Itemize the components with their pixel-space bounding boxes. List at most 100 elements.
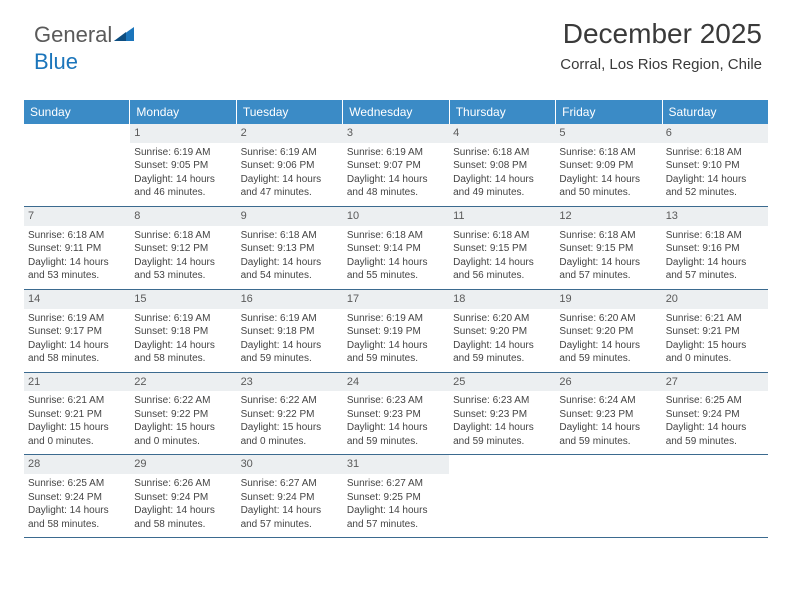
day-cell: 19Sunrise: 6:20 AMSunset: 9:20 PMDayligh… [555, 290, 661, 372]
daylight-text: Daylight: 14 hours and 59 minutes. [666, 421, 764, 448]
logo-text-general: General [34, 22, 112, 47]
day-cell: . [662, 455, 768, 537]
weekday-header: Saturday [663, 100, 768, 124]
day-number: 26 [555, 373, 661, 392]
week-row: 7Sunrise: 6:18 AMSunset: 9:11 PMDaylight… [24, 207, 768, 290]
day-cell: 13Sunrise: 6:18 AMSunset: 9:16 PMDayligh… [662, 207, 768, 289]
sunrise-text: Sunrise: 6:19 AM [347, 312, 445, 326]
day-cell: 25Sunrise: 6:23 AMSunset: 9:23 PMDayligh… [449, 373, 555, 455]
daylight-text: Daylight: 15 hours and 0 minutes. [134, 421, 232, 448]
day-number: 15 [130, 290, 236, 309]
day-number: 7 [24, 207, 130, 226]
day-number: 28 [24, 455, 130, 474]
day-cell: 11Sunrise: 6:18 AMSunset: 9:15 PMDayligh… [449, 207, 555, 289]
day-number: 30 [237, 455, 343, 474]
week-row: 21Sunrise: 6:21 AMSunset: 9:21 PMDayligh… [24, 373, 768, 456]
daylight-text: Daylight: 14 hours and 57 minutes. [666, 256, 764, 283]
day-cell: 12Sunrise: 6:18 AMSunset: 9:15 PMDayligh… [555, 207, 661, 289]
sunset-text: Sunset: 9:20 PM [559, 325, 657, 339]
sunrise-text: Sunrise: 6:22 AM [134, 394, 232, 408]
day-cell: 29Sunrise: 6:26 AMSunset: 9:24 PMDayligh… [130, 455, 236, 537]
weeks-container: .1Sunrise: 6:19 AMSunset: 9:05 PMDayligh… [24, 124, 768, 538]
sunset-text: Sunset: 9:16 PM [666, 242, 764, 256]
sunrise-text: Sunrise: 6:22 AM [241, 394, 339, 408]
sunset-text: Sunset: 9:25 PM [347, 491, 445, 505]
day-number: 22 [130, 373, 236, 392]
day-cell: 16 Sunrise: 6:19 AMSunset: 9:18 PMDayligh… [237, 290, 343, 372]
day-number: 11 [449, 207, 555, 226]
day-cell: 23Sunrise: 6:22 AMSunset: 9:22 PMDayligh… [237, 373, 343, 455]
day-cell: 14Sunrise: 6:19 AMSunset: 9:17 PMDayligh… [24, 290, 130, 372]
sunrise-text: Sunrise: 6:19 AM [134, 146, 232, 160]
sunset-text: Sunset: 9:12 PM [134, 242, 232, 256]
daylight-text: Daylight: 14 hours and 52 minutes. [666, 173, 764, 200]
calendar: SundayMondayTuesdayWednesdayThursdayFrid… [24, 100, 768, 538]
day-number: 16 [237, 290, 343, 309]
day-number: 24 [343, 373, 449, 392]
daylight-text: Daylight: 15 hours and 0 minutes. [28, 421, 126, 448]
sunset-text: Sunset: 9:09 PM [559, 159, 657, 173]
daylight-text: Daylight: 14 hours and 59 minutes. [453, 339, 551, 366]
sunset-text: Sunset: 9:24 PM [241, 491, 339, 505]
daylight-text: Daylight: 14 hours and 53 minutes. [134, 256, 232, 283]
day-cell: 18Sunrise: 6:20 AMSunset: 9:20 PMDayligh… [449, 290, 555, 372]
day-cell: 30Sunrise: 6:27 AMSunset: 9:24 PMDayligh… [237, 455, 343, 537]
sunset-text: Sunset: 9:05 PM [134, 159, 232, 173]
weekday-header: Tuesday [237, 100, 343, 124]
day-cell: . [449, 455, 555, 537]
sunset-text: Sunset: 9:07 PM [347, 159, 445, 173]
daylight-text: Daylight: 14 hours and 57 minutes. [241, 504, 339, 531]
sunrise-text: Sunrise: 6:25 AM [28, 477, 126, 491]
day-number: 8 [130, 207, 236, 226]
daylight-text: Daylight: 14 hours and 59 minutes. [559, 339, 657, 366]
sunrise-text: Sunrise: 6:24 AM [559, 394, 657, 408]
daylight-text: Daylight: 14 hours and 53 minutes. [28, 256, 126, 283]
sunset-text: Sunset: 9:11 PM [28, 242, 126, 256]
week-row: 14Sunrise: 6:19 AMSunset: 9:17 PMDayligh… [24, 290, 768, 373]
day-cell: 6Sunrise: 6:18 AMSunset: 9:10 PMDaylight… [662, 124, 768, 206]
day-cell: 17Sunrise: 6:19 AMSunset: 9:19 PMDayligh… [343, 290, 449, 372]
sunrise-text: Sunrise: 6:19 AM [347, 146, 445, 160]
sunrise-text: Sunrise: 6:18 AM [559, 229, 657, 243]
sunrise-text: Sunrise: 6:20 AM [453, 312, 551, 326]
daylight-text: Daylight: 14 hours and 57 minutes. [559, 256, 657, 283]
sunset-text: Sunset: 9:13 PM [241, 242, 339, 256]
day-cell: 26Sunrise: 6:24 AMSunset: 9:23 PMDayligh… [555, 373, 661, 455]
sunrise-text: Sunrise: 6:19 AM [241, 312, 339, 326]
day-number: 23 [237, 373, 343, 392]
day-cell: 20Sunrise: 6:21 AMSunset: 9:21 PMDayligh… [662, 290, 768, 372]
daylight-text: Daylight: 14 hours and 49 minutes. [453, 173, 551, 200]
weekday-header: Thursday [450, 100, 556, 124]
sunset-text: Sunset: 9:06 PM [241, 159, 339, 173]
day-number: 14 [24, 290, 130, 309]
day-cell: 24Sunrise: 6:23 AMSunset: 9:23 PMDayligh… [343, 373, 449, 455]
week-row: .1Sunrise: 6:19 AMSunset: 9:05 PMDayligh… [24, 124, 768, 207]
weekday-header: Monday [130, 100, 236, 124]
sunrise-text: Sunrise: 6:23 AM [453, 394, 551, 408]
sunset-text: Sunset: 9:24 PM [134, 491, 232, 505]
sunset-text: Sunset: 9:21 PM [28, 408, 126, 422]
sunrise-text: Sunrise: 6:18 AM [666, 146, 764, 160]
day-cell: 28Sunrise: 6:25 AMSunset: 9:24 PMDayligh… [24, 455, 130, 537]
daylight-text: Daylight: 14 hours and 59 minutes. [241, 339, 339, 366]
day-number: 27 [662, 373, 768, 392]
day-cell: 15Sunrise: 6:19 AMSunset: 9:18 PMDayligh… [130, 290, 236, 372]
sunrise-text: Sunrise: 6:18 AM [559, 146, 657, 160]
weekday-header: Wednesday [343, 100, 449, 124]
month-title: December 2025 [560, 18, 762, 50]
sunset-text: Sunset: 9:23 PM [559, 408, 657, 422]
daylight-text: Daylight: 14 hours and 50 minutes. [559, 173, 657, 200]
sunset-text: Sunset: 9:18 PM [241, 325, 339, 339]
sunrise-text: Sunrise: 6:18 AM [453, 229, 551, 243]
day-number: 20 [662, 290, 768, 309]
sunrise-text: Sunrise: 6:18 AM [28, 229, 126, 243]
day-cell: . [555, 455, 661, 537]
sunrise-text: Sunrise: 6:18 AM [134, 229, 232, 243]
sunset-text: Sunset: 9:08 PM [453, 159, 551, 173]
day-cell: 2Sunrise: 6:19 AMSunset: 9:06 PMDaylight… [237, 124, 343, 206]
day-cell: . [24, 124, 130, 206]
daylight-text: Daylight: 14 hours and 56 minutes. [453, 256, 551, 283]
day-cell: 27Sunrise: 6:25 AMSunset: 9:24 PMDayligh… [662, 373, 768, 455]
day-number: 5 [555, 124, 661, 143]
sunrise-text: Sunrise: 6:18 AM [347, 229, 445, 243]
